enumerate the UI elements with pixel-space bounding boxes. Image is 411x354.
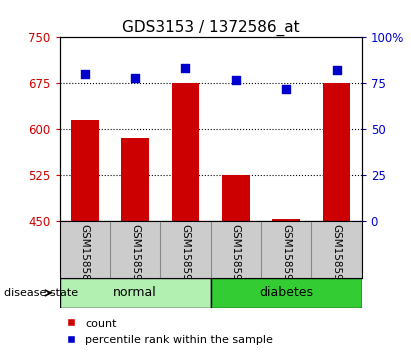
Bar bbox=[323, 83, 350, 221]
Point bbox=[233, 77, 239, 82]
Bar bbox=[210, 278, 362, 308]
Text: GSM158595: GSM158595 bbox=[332, 224, 342, 287]
Point bbox=[333, 68, 340, 73]
Bar bbox=[272, 219, 300, 221]
Text: GSM158591: GSM158591 bbox=[180, 224, 190, 287]
Point bbox=[283, 86, 289, 92]
Bar bbox=[60, 278, 210, 308]
Text: GSM158593: GSM158593 bbox=[231, 224, 241, 287]
Bar bbox=[121, 138, 149, 221]
Text: diabetes: diabetes bbox=[259, 286, 313, 299]
Text: GSM158589: GSM158589 bbox=[80, 224, 90, 287]
Bar bbox=[71, 120, 99, 221]
Point bbox=[132, 75, 139, 80]
Title: GDS3153 / 1372586_at: GDS3153 / 1372586_at bbox=[122, 19, 300, 36]
Text: GSM158594: GSM158594 bbox=[281, 224, 291, 287]
Bar bbox=[172, 83, 199, 221]
Text: normal: normal bbox=[113, 286, 157, 299]
Text: disease state: disease state bbox=[4, 288, 78, 298]
Legend: count, percentile rank within the sample: count, percentile rank within the sample bbox=[61, 314, 277, 349]
Point bbox=[182, 65, 189, 71]
Bar bbox=[222, 175, 249, 221]
Point bbox=[81, 71, 88, 77]
Text: GSM158590: GSM158590 bbox=[130, 224, 140, 287]
